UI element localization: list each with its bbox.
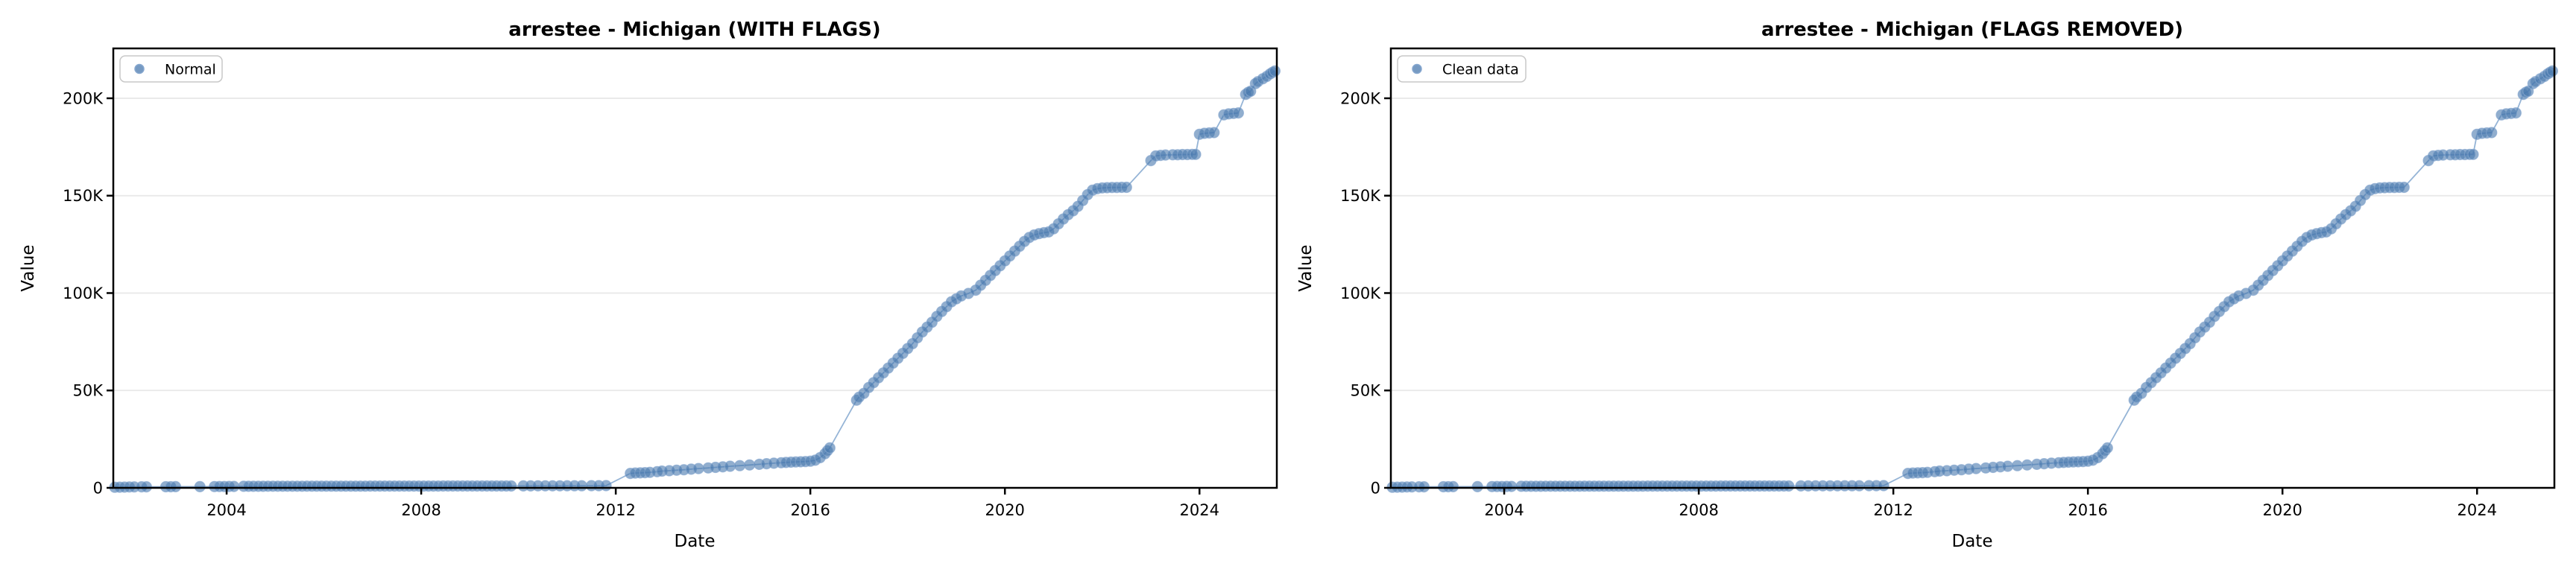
plot-area: 2004 2008 2012 2016 2020 2024 0 50K 100K 150K 200K bbox=[1340, 47, 2559, 519]
x-axis-ticks: 2004 2008 2012 2016 2020 2024 bbox=[206, 488, 1219, 519]
y-tick-label: 100K bbox=[63, 285, 104, 302]
data-point bbox=[2001, 460, 2014, 472]
x-tick-label: 2012 bbox=[1873, 501, 1913, 519]
data-series bbox=[1386, 65, 2559, 493]
data-point bbox=[140, 480, 152, 493]
legend-box bbox=[1397, 55, 1527, 83]
data-point bbox=[824, 442, 836, 454]
data-point bbox=[733, 460, 746, 471]
x-tick-label: 2020 bbox=[2262, 501, 2302, 519]
y-axis-ticks: 0 50K 100K 150K 200K bbox=[1340, 89, 1391, 498]
x-tick-label: 2004 bbox=[1484, 501, 1524, 519]
legend-label: Clean data bbox=[1442, 62, 1519, 78]
plot-area: 2004 2008 2012 2016 2020 2024 0 50K 100K 150K 200K bbox=[63, 47, 1281, 519]
x-tick-label: 2008 bbox=[401, 501, 441, 519]
x-tick-label: 2004 bbox=[206, 501, 246, 519]
data-point bbox=[194, 480, 206, 493]
data-point bbox=[2398, 181, 2410, 194]
data-point bbox=[228, 480, 240, 492]
y-tick-label: 0 bbox=[1371, 480, 1380, 498]
y-axis-label: Value bbox=[19, 244, 38, 291]
chart-panel-flags-removed: 2004 2008 2012 2016 2020 2024 0 50K 100K 150K 200K… bbox=[1288, 0, 2576, 572]
data-point bbox=[1970, 463, 1982, 474]
data-point bbox=[2546, 65, 2559, 77]
gridlines bbox=[1391, 98, 2554, 392]
x-tick-label: 2008 bbox=[1679, 501, 1718, 519]
x-axis-label: Date bbox=[675, 532, 716, 551]
y-tick-label: 200K bbox=[1340, 89, 1381, 107]
data-point bbox=[1232, 107, 1245, 119]
data-point bbox=[743, 459, 756, 471]
data-point bbox=[1208, 127, 1220, 139]
legend-marker-icon bbox=[134, 63, 145, 74]
data-point bbox=[1190, 148, 1202, 160]
data-point bbox=[1783, 480, 1795, 492]
data-point bbox=[1853, 480, 1866, 492]
y-tick-label: 150K bbox=[63, 187, 104, 205]
data-point bbox=[600, 480, 612, 492]
data-point bbox=[169, 480, 182, 493]
data-point bbox=[1269, 65, 1281, 77]
chart-title: arrestee - Michigan (WITH FLAGS) bbox=[508, 19, 880, 41]
data-point bbox=[1471, 480, 1483, 493]
data-point bbox=[575, 480, 588, 492]
legend-marker-icon bbox=[1412, 63, 1422, 74]
x-tick-label: 2024 bbox=[1180, 501, 1219, 519]
data-point bbox=[1878, 480, 1890, 492]
y-tick-label: 50K bbox=[1351, 382, 1382, 400]
legend: Clean data bbox=[1397, 55, 1527, 83]
data-point bbox=[1418, 480, 1430, 493]
data-point bbox=[724, 460, 736, 472]
axis-spine bbox=[1389, 47, 2556, 489]
x-axis-ticks: 2004 2008 2012 2016 2020 2024 bbox=[1484, 488, 2497, 519]
data-line bbox=[1392, 70, 2553, 489]
y-axis-label: Value bbox=[1296, 244, 1316, 291]
x-tick-label: 2012 bbox=[596, 501, 635, 519]
y-tick-label: 50K bbox=[73, 382, 104, 400]
chart-title: arrestee - Michigan (FLAGS REMOVED) bbox=[1761, 19, 2183, 41]
data-point bbox=[2011, 460, 2024, 471]
x-tick-label: 2024 bbox=[2457, 501, 2497, 519]
legend-label: Normal bbox=[165, 62, 216, 78]
y-axis-ticks: 0 50K 100K 150K 200K bbox=[63, 89, 113, 498]
data-point bbox=[1506, 480, 1518, 492]
data-point bbox=[692, 463, 704, 474]
data-point bbox=[2510, 107, 2522, 119]
y-tick-label: 0 bbox=[93, 480, 103, 498]
axis-spine bbox=[112, 47, 1278, 489]
y-tick-label: 200K bbox=[63, 89, 104, 107]
y-tick-label: 150K bbox=[1340, 187, 1381, 205]
data-point bbox=[2021, 459, 2033, 471]
data-point bbox=[2486, 127, 2498, 139]
gridlines bbox=[113, 98, 1277, 392]
y-tick-label: 100K bbox=[1340, 285, 1381, 302]
legend: Normal bbox=[119, 55, 223, 83]
data-point bbox=[1120, 181, 1132, 194]
data-point bbox=[1447, 480, 1459, 493]
data-series bbox=[109, 65, 1281, 493]
x-axis-label: Date bbox=[1952, 532, 1993, 551]
x-tick-label: 2020 bbox=[985, 501, 1024, 519]
data-point bbox=[2101, 442, 2113, 454]
data-line bbox=[114, 70, 1275, 489]
data-point bbox=[2467, 148, 2479, 160]
x-tick-label: 2016 bbox=[790, 501, 830, 519]
chart-panel-with-flags: 2004 2008 2012 2016 2020 2024 0 50K 100K 150K 200K… bbox=[19, 19, 1281, 551]
data-point bbox=[505, 480, 517, 492]
legend-box bbox=[119, 55, 223, 83]
x-tick-label: 2016 bbox=[2068, 501, 2107, 519]
